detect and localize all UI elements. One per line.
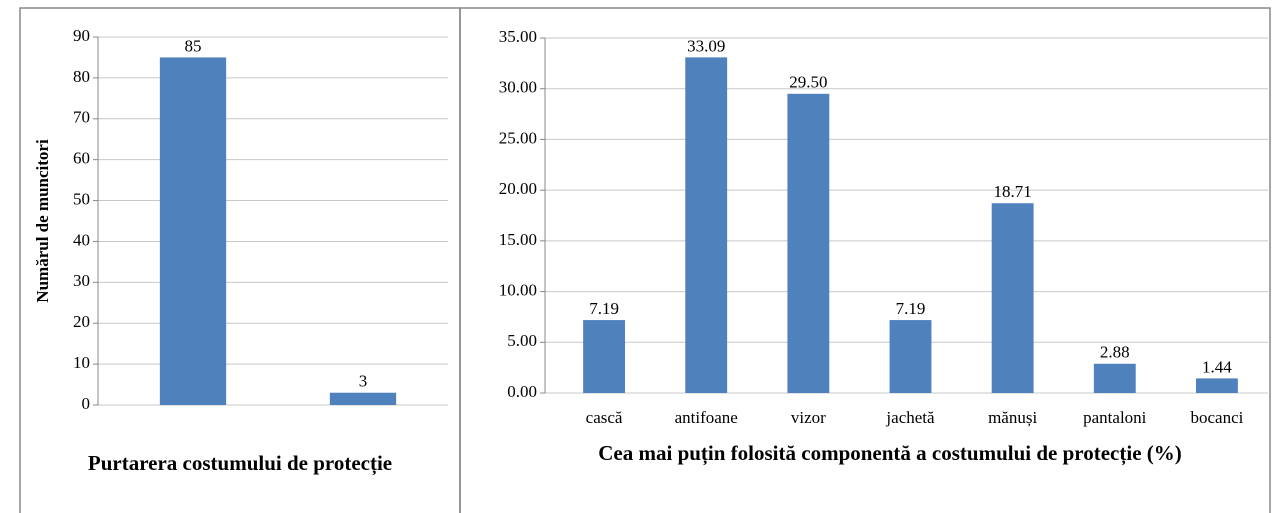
x-tick-label: bocanci — [1190, 408, 1243, 427]
y-tick-label: 20.00 — [499, 179, 537, 198]
x-tick-label: mănuși — [988, 408, 1037, 427]
y-tick-label: 40 — [73, 230, 90, 249]
bar — [1195, 378, 1238, 393]
y-tick-label: 70 — [73, 108, 90, 127]
y-axis-title: Numărul de muncitori — [33, 139, 52, 303]
bar — [159, 57, 227, 405]
y-tick-label: 15.00 — [499, 230, 537, 249]
x-tick-label: pantaloni — [1083, 408, 1147, 427]
y-tick-label: 60 — [73, 149, 90, 168]
bar — [685, 57, 728, 393]
y-tick-label: 0.00 — [507, 382, 537, 401]
x-tick-label: vizor — [791, 408, 826, 427]
y-tick-label: 5.00 — [507, 331, 537, 350]
value-label: 1.44 — [1202, 357, 1232, 376]
x-tick-label: cască — [586, 408, 623, 427]
value-label: 33.09 — [687, 36, 725, 55]
bar — [329, 392, 397, 405]
value-label: 29.50 — [789, 73, 827, 92]
bar — [583, 320, 626, 393]
y-tick-label: 10 — [73, 353, 90, 372]
y-tick-label: 80 — [73, 67, 90, 86]
y-tick-label: 50 — [73, 189, 90, 208]
bar — [991, 203, 1034, 393]
bar — [889, 320, 932, 393]
x-axis-title: Purtarera costumului de protecție — [87, 451, 393, 475]
y-tick-label: 10.00 — [499, 280, 537, 299]
x-axis-title: Cea mai puțin folosită componentă a cost… — [598, 441, 1182, 465]
y-tick-label: 35.00 — [499, 27, 537, 46]
value-label: 7.19 — [896, 299, 926, 318]
bar — [1093, 363, 1136, 393]
x-title-box: Purtarera costumului de protecție — [87, 451, 393, 475]
y-tick-label: 30 — [73, 271, 90, 290]
x-tick-label: antifoane — [675, 408, 738, 427]
x-tick-label: jachetă — [885, 408, 935, 427]
value-label: 85 — [185, 36, 202, 55]
value-label: 7.19 — [589, 299, 619, 318]
y-tick-label: 25.00 — [499, 128, 537, 147]
y-tick-label: 90 — [73, 26, 90, 45]
y-tick-label: 20 — [73, 312, 90, 331]
x-title-box: Cea mai puțin folosită componentă a cost… — [598, 441, 1182, 465]
bar — [787, 93, 830, 394]
value-label: 3 — [359, 372, 368, 391]
y-tick-label: 0 — [82, 394, 91, 413]
value-label: 2.88 — [1100, 343, 1130, 362]
y-tick-label: 30.00 — [499, 78, 537, 97]
right-panel-border — [459, 7, 1271, 513]
value-label: 18.71 — [994, 182, 1032, 201]
